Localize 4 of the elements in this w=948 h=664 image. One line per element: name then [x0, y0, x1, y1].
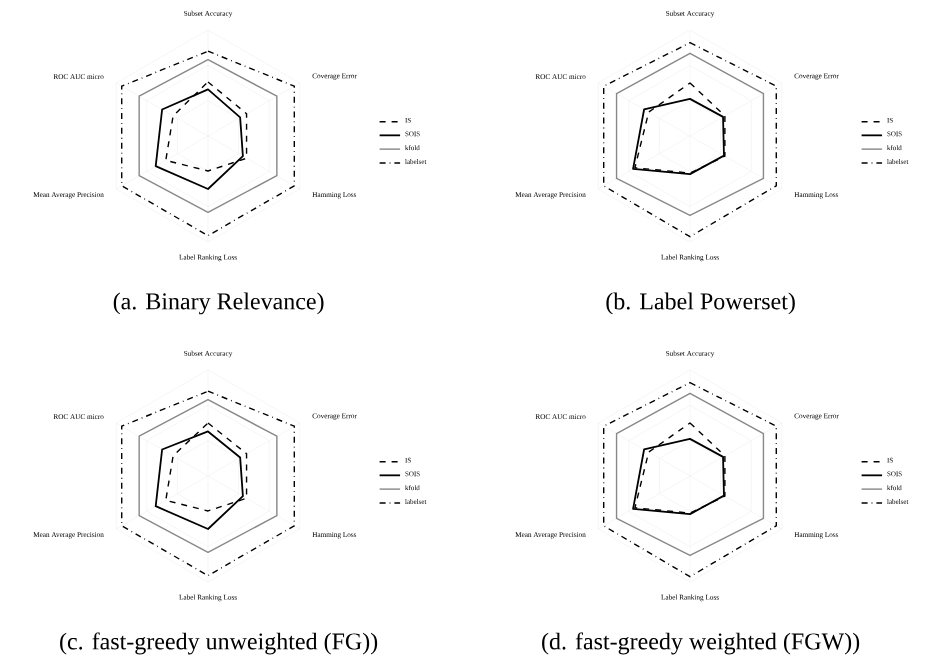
text: (c. fast-greedy unweighted (FG))	[60, 632, 378, 655]
text: (b. Label Powerset)	[606, 292, 795, 315]
text: (d. fast-greedy weighted (FGW))	[542, 632, 860, 655]
text: (a. Binary Relevance)	[113, 292, 324, 315]
